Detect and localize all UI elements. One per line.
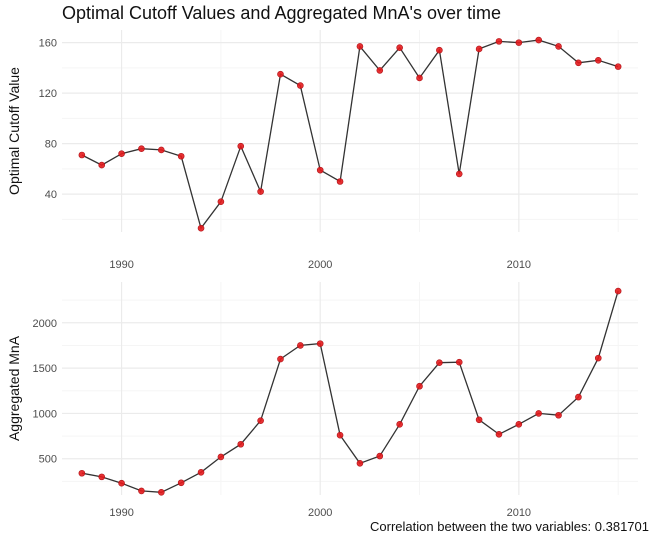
data-point	[138, 487, 145, 495]
data-point	[396, 421, 403, 428]
data-point	[495, 38, 503, 45]
data-point	[594, 354, 602, 362]
data-point	[376, 452, 384, 460]
data-point	[237, 142, 245, 150]
data-point	[277, 70, 284, 78]
data-point	[555, 43, 562, 50]
data-point	[237, 440, 245, 448]
x-tick-label: 2000	[308, 507, 332, 519]
data-point	[356, 43, 364, 50]
data-point	[78, 151, 86, 159]
data-point	[535, 410, 542, 417]
data-point	[336, 178, 344, 185]
data-point	[475, 416, 483, 424]
data-point	[575, 393, 582, 401]
data-point	[277, 355, 284, 363]
data-point	[455, 170, 463, 178]
y-axis-title: Optimal Cutoff Value	[6, 67, 22, 195]
x-tick-label: 2000	[308, 259, 332, 271]
data-point	[297, 82, 304, 89]
data-point	[515, 421, 523, 428]
y-tick-label: 1000	[33, 408, 57, 420]
data-point	[336, 431, 344, 439]
data-point	[118, 479, 125, 487]
y-tick-label: 500	[39, 454, 57, 466]
data-point	[614, 287, 622, 295]
chart-title: Optimal Cutoff Values and Aggregated MnA…	[62, 3, 502, 23]
data-point	[217, 453, 225, 461]
data-point	[177, 479, 185, 487]
x-tick-label: 2010	[507, 507, 531, 519]
data-point	[118, 150, 125, 158]
data-point	[396, 44, 403, 51]
data-point	[197, 224, 205, 232]
data-point	[575, 59, 582, 67]
data-point	[316, 340, 324, 347]
data-point	[158, 488, 165, 496]
data-point	[297, 342, 304, 349]
data-point	[416, 74, 423, 82]
data-point	[197, 469, 205, 476]
series-line	[81, 290, 619, 493]
data-point	[455, 358, 463, 366]
data-point	[614, 63, 622, 70]
data-point	[475, 45, 483, 53]
x-tick-label: 1990	[109, 259, 133, 271]
y-tick-label: 40	[45, 189, 57, 201]
data-point	[594, 56, 602, 64]
data-point	[138, 145, 145, 152]
y-tick-label: 120	[39, 88, 57, 100]
data-point	[78, 469, 86, 477]
y-tick-label: 160	[39, 38, 57, 50]
data-point	[158, 146, 165, 154]
data-point	[257, 188, 264, 195]
x-tick-label: 2010	[507, 259, 531, 271]
panel-1: 1990 2000 2010 40 80 120 160 Optimal Cutoff Val…	[6, 30, 638, 271]
x-tick-label: 1990	[109, 507, 133, 519]
data-point	[416, 382, 423, 390]
data-point	[376, 67, 384, 74]
y-tick-label: 1500	[33, 363, 57, 375]
data-point	[535, 36, 542, 44]
y-axis-title: Aggregated MnA	[6, 335, 22, 441]
correlation-caption: Correlation between the two variables: 0…	[370, 519, 649, 534]
y-tick-label: 2000	[33, 318, 57, 330]
data-point	[555, 411, 562, 419]
data-point	[515, 39, 523, 46]
data-point	[436, 359, 443, 366]
data-point	[177, 152, 185, 160]
data-point	[495, 430, 503, 438]
data-point	[98, 473, 106, 481]
series-line	[81, 39, 619, 230]
data-point	[436, 46, 443, 54]
panel-2: 1990 2000 2010 500 1000 1500 2000 Aggregated Mn…	[6, 282, 638, 519]
data-point	[257, 417, 264, 424]
data-point	[316, 166, 324, 174]
data-point	[217, 198, 225, 205]
data-point	[356, 459, 364, 467]
data-point	[98, 161, 106, 169]
y-tick-label: 80	[45, 139, 57, 151]
